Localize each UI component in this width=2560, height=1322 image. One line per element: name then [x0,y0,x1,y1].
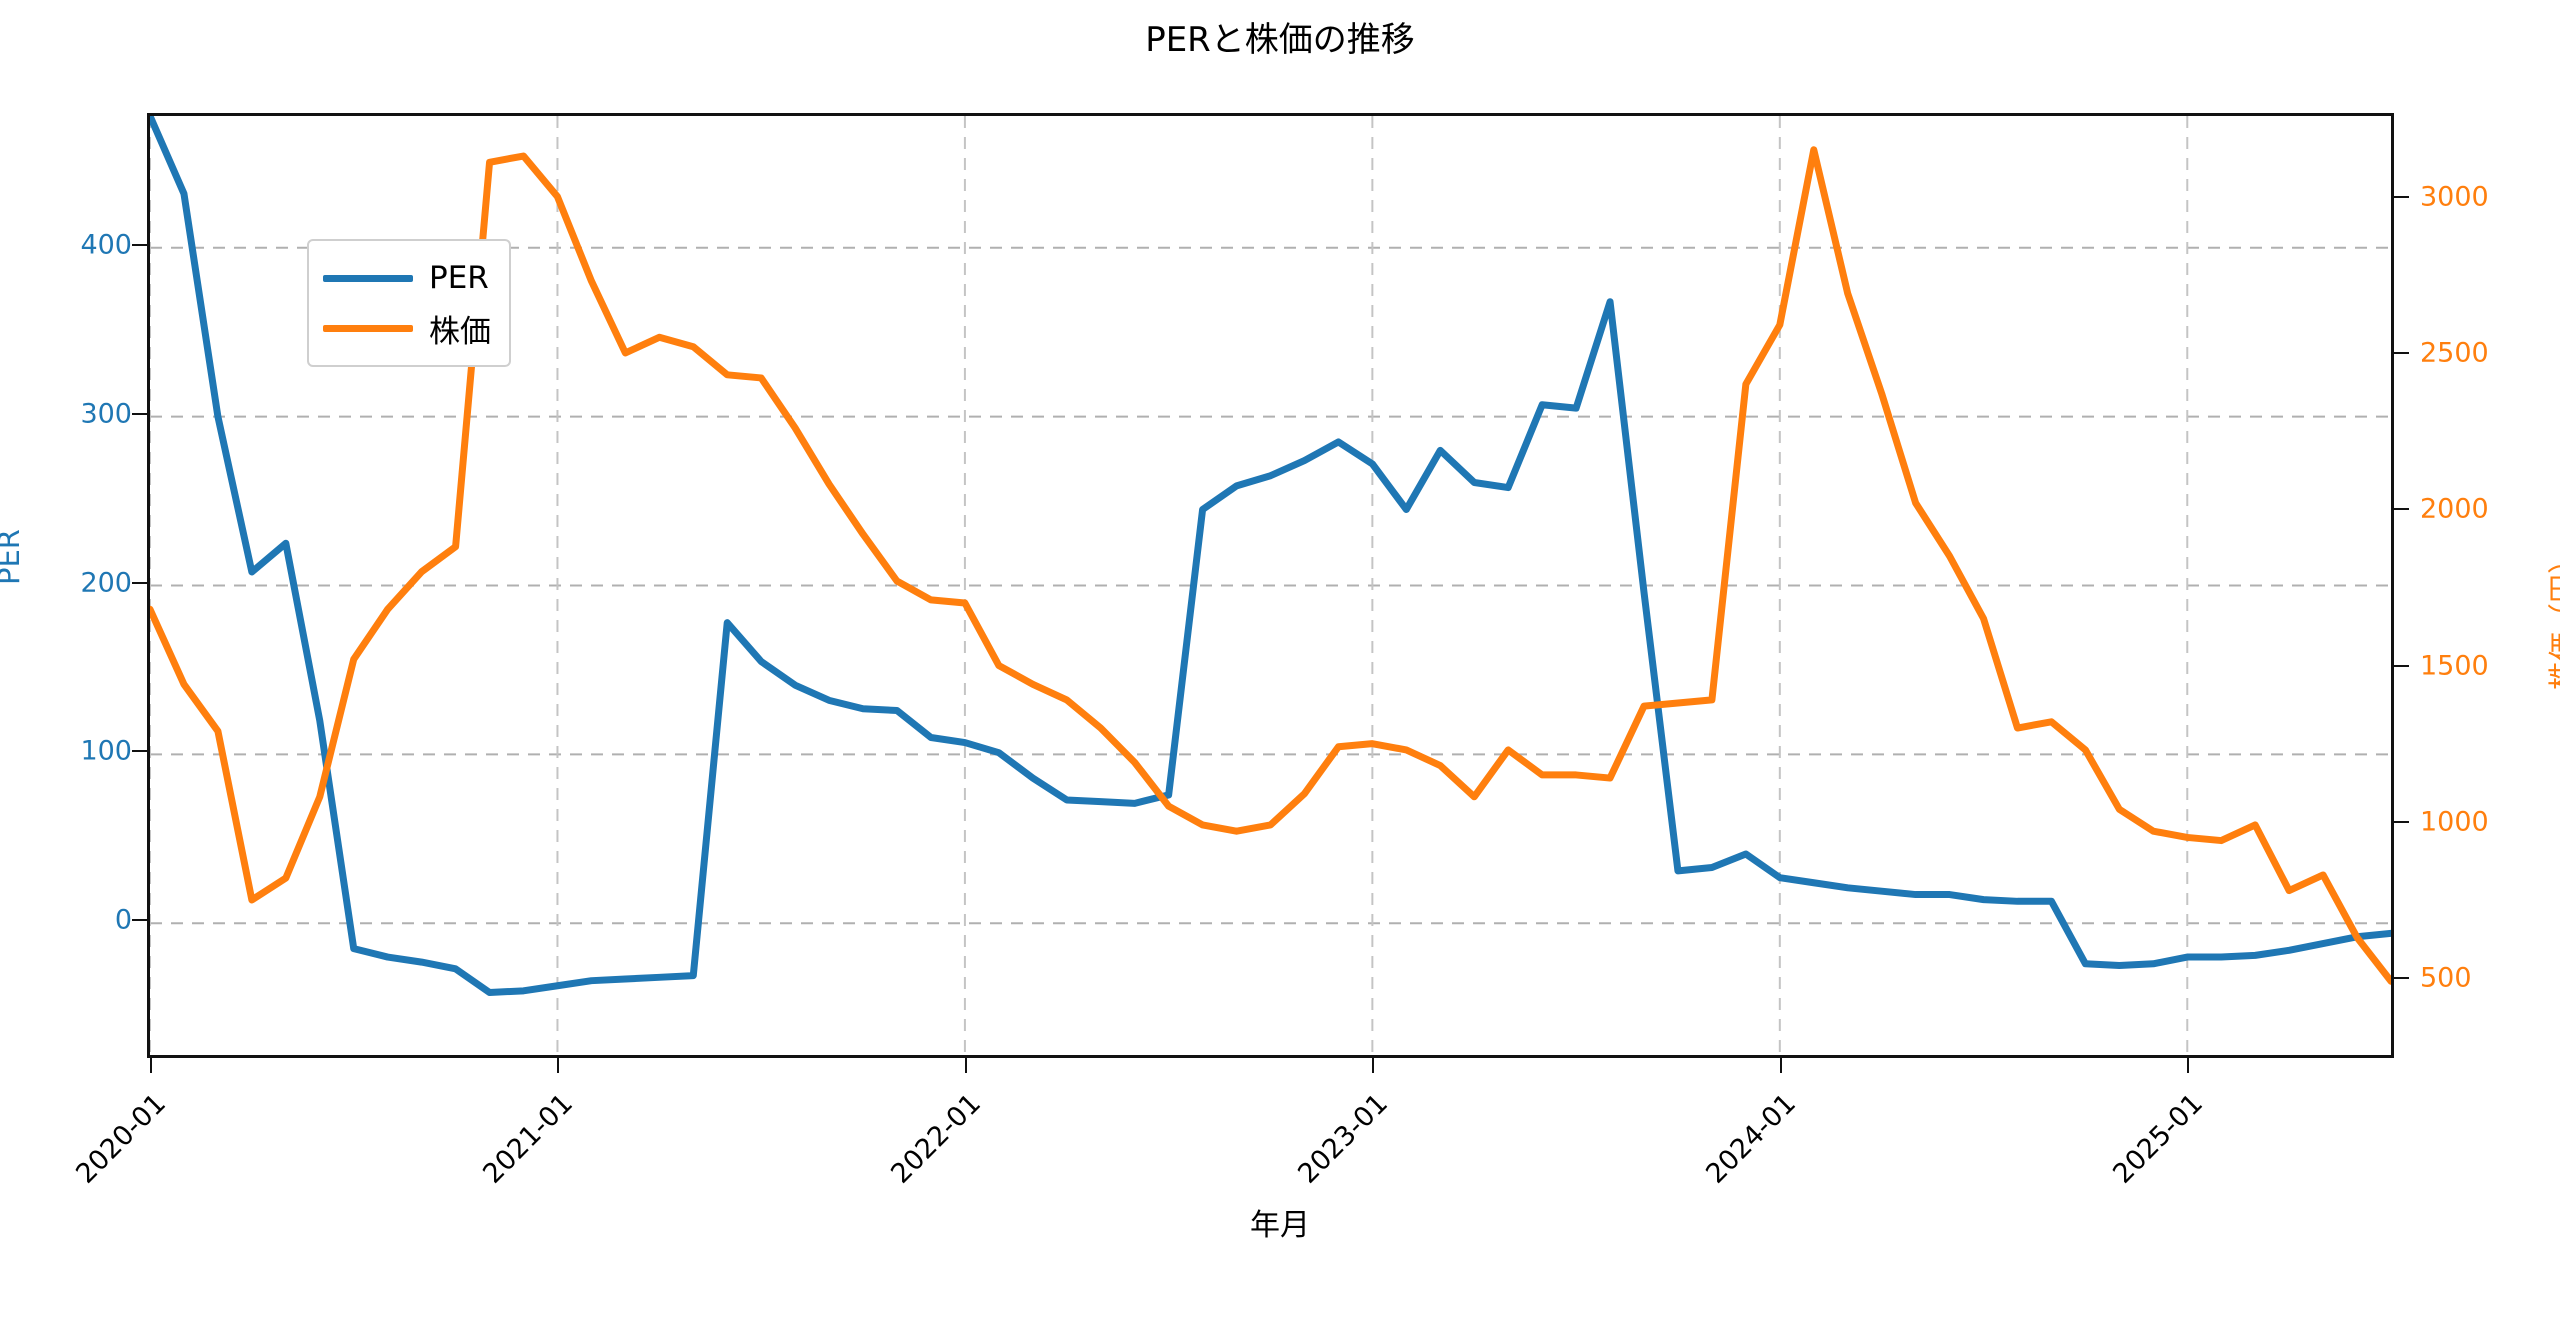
plot-lines [150,116,2391,1055]
chart-title: PERと株価の推移 [1145,20,1415,60]
series-line-株価 [150,146,2391,985]
plot-area: PER 株価 [147,113,2394,1058]
y-axis-left-tick-label: 0 [114,904,132,936]
x-axis-tick-mark [150,1058,152,1073]
gridlines [150,116,2391,1055]
legend-label-kabuka: 株価 [429,313,491,350]
x-axis-tick-mark [1372,1058,1375,1073]
legend-swatch-kabuka [323,324,413,332]
y-axis-left-tick-label: 400 [80,229,132,261]
x-axis-label: 年月 [1250,1208,1310,1243]
chart-figure: PERと株価の推移 PER 株価（円） 年月 PER 株価 0 100 200 300… [0,20,2560,1243]
x-axis-tick-mark [2187,1058,2190,1073]
series-line-PER [150,116,2391,997]
y-axis-right-tick-mark [2394,195,2409,198]
y-axis-right-tick-mark [2394,977,2409,980]
legend-item-per[interactable]: PER [323,253,491,303]
y-axis-right-tick-label: 3000 [2420,181,2489,213]
x-axis-tick-mark [557,1058,560,1073]
y-axis-right-tick-label: 1000 [2420,806,2489,838]
data-lines [150,116,2391,997]
y-axis-left-tick-mark [132,919,147,922]
y-axis-right-tick-mark [2394,352,2409,355]
x-axis-tick-mark [1779,1058,1782,1073]
y-axis-left-tick-mark [132,412,147,415]
y-axis-left-tick-label: 100 [80,735,132,767]
legend-swatch-per [323,274,413,282]
y-axis-right-tick-label: 1500 [2420,650,2489,682]
y-axis-right-tick-label: 2000 [2420,493,2489,525]
y-axis-left-tick-label: 300 [80,398,132,430]
x-axis-tick-mark [964,1058,967,1073]
y-axis-right-tick-mark [2394,820,2409,823]
y-axis-left-tick-mark [132,750,147,753]
y-axis-left-tick-mark [132,243,147,246]
legend-item-kabuka[interactable]: 株価 [323,303,491,353]
chart-legend[interactable]: PER 株価 [307,239,511,367]
y-axis-right-tick-mark [2394,508,2409,511]
y-axis-right-tick-mark [2394,664,2409,667]
y-axis-right-tick-label: 2500 [2420,337,2489,369]
y-axis-left-tick-label: 200 [80,567,132,598]
legend-label-per: PER [429,260,489,296]
y-axis-left-tick-mark [132,581,147,584]
y-axis-right-tick-label: 500 [2420,962,2472,994]
